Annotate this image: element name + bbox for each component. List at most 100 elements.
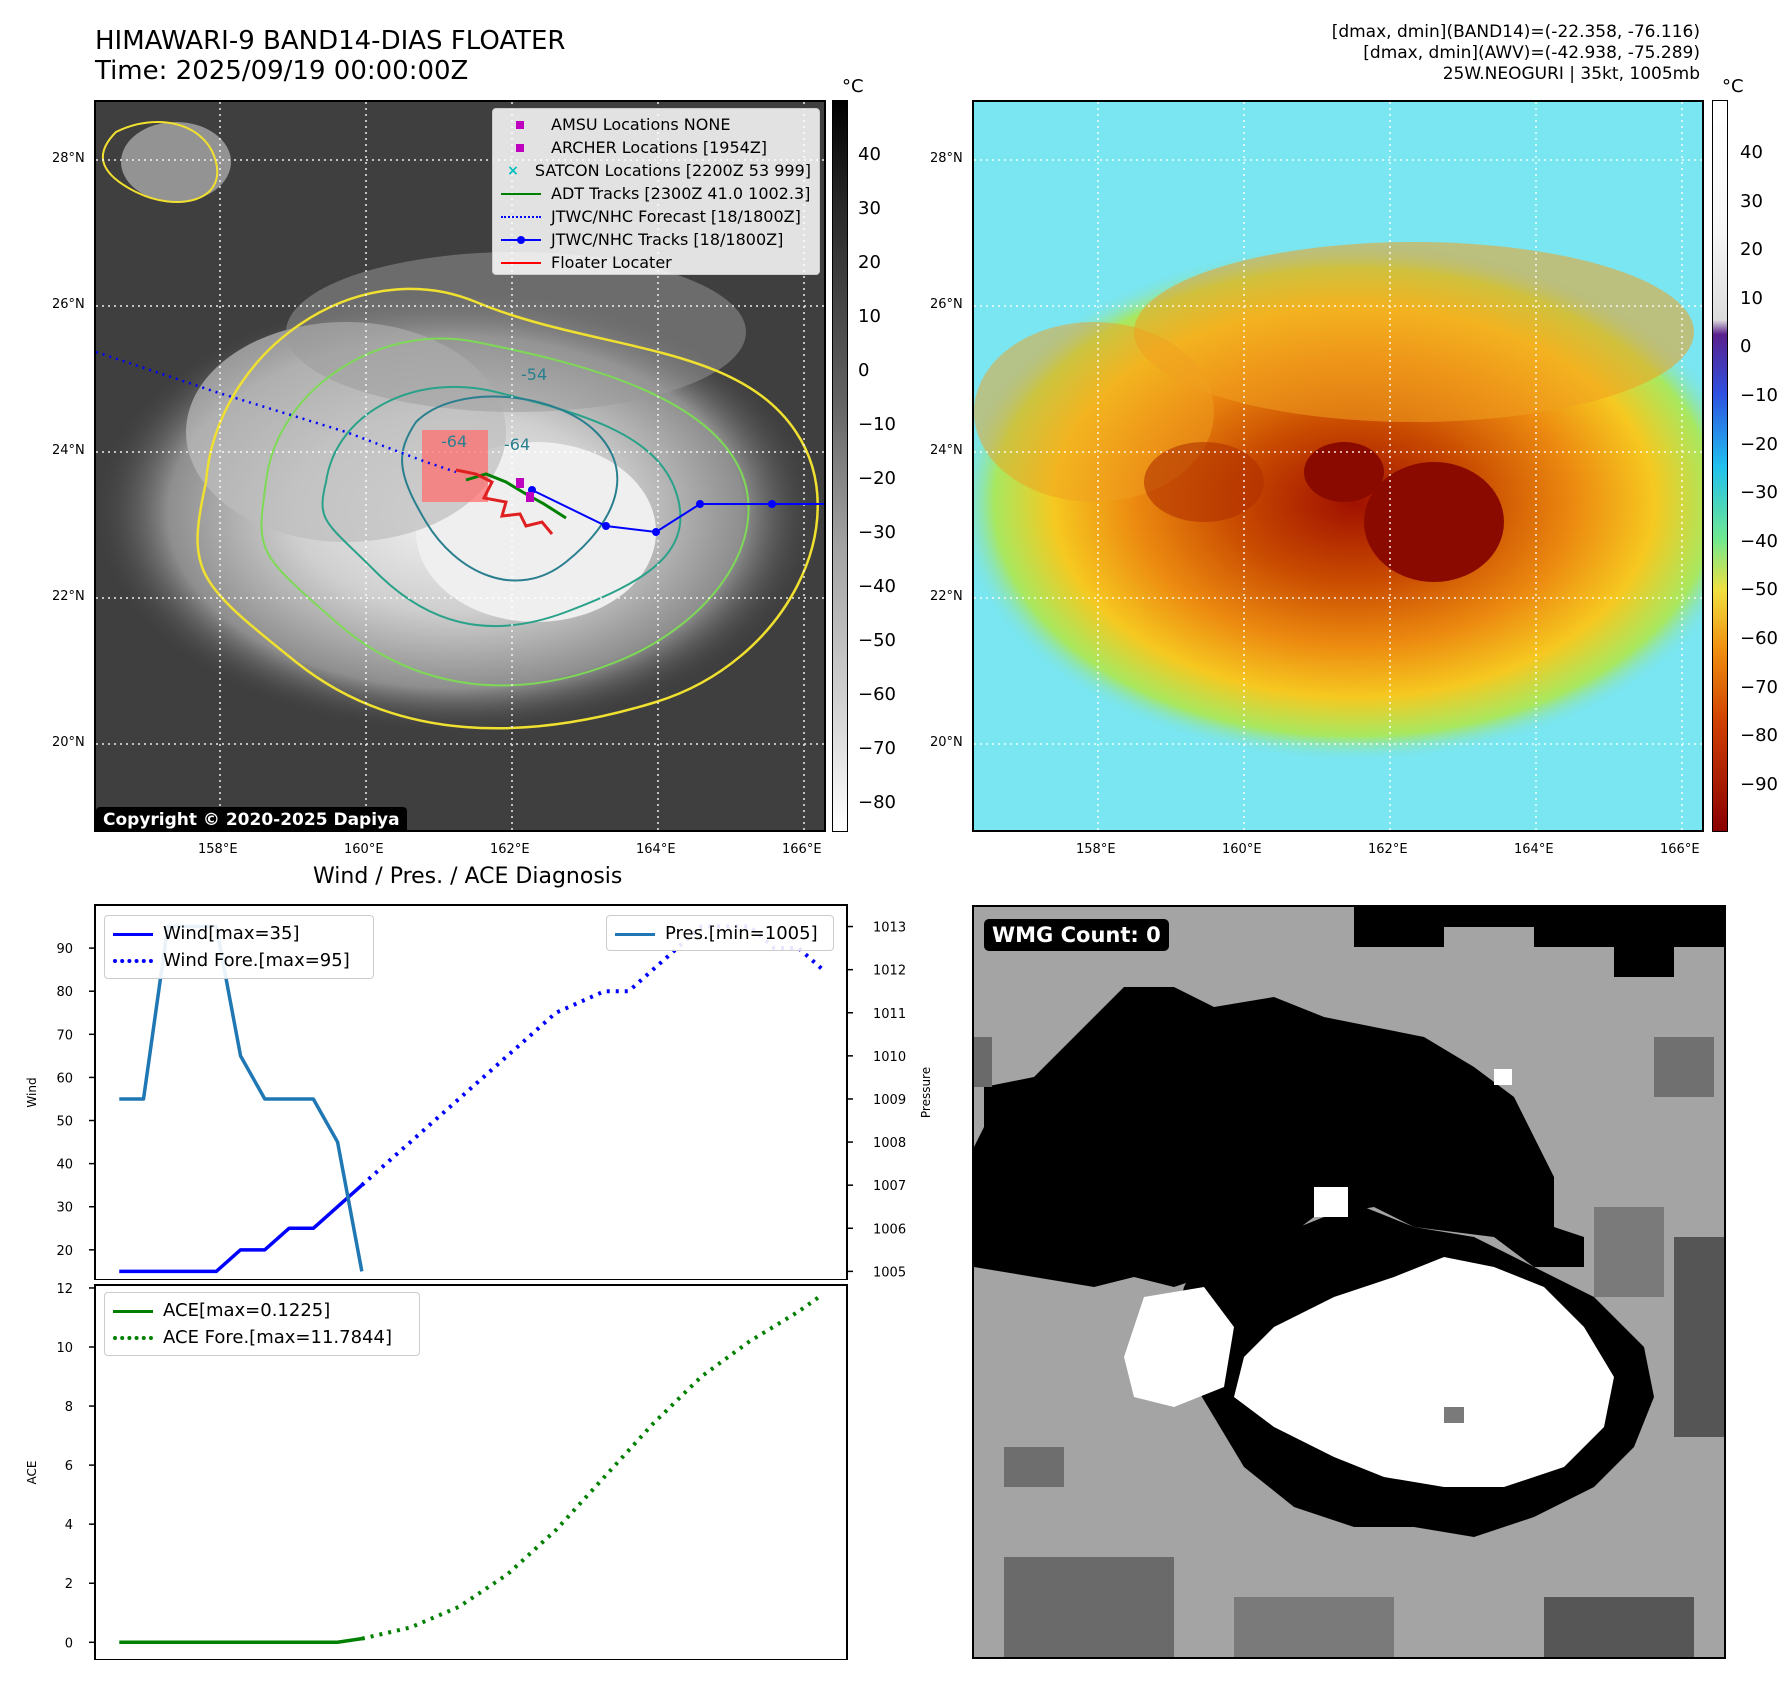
colorbar-tick-label: 30 (1740, 190, 1763, 212)
legend-item: ADT Tracks [2300Z 41.0 1002.3] (501, 182, 811, 205)
dotted-line-icon (113, 1331, 153, 1345)
legend-label: AMSU Locations NONE (551, 115, 731, 134)
colorbar-tick-label: −20 (1740, 433, 1778, 455)
diagnosis-title: Wind / Pres. / ACE Diagnosis (313, 864, 623, 889)
legend-label: ACE Fore.[max=11.7844] (163, 1327, 392, 1348)
series-line-0 (119, 1636, 363, 1645)
solid-line-icon (615, 927, 655, 941)
legend-item: AMSU Locations NONE (501, 113, 811, 136)
lon-label: 166°E (1660, 842, 1700, 857)
lat-label: 20°N (930, 735, 963, 750)
awv-map-imagery (974, 102, 1702, 830)
plot-frame (94, 1284, 848, 1660)
wmg-count-badge: WMG Count: 0 (984, 919, 1169, 951)
series-line-1 (360, 924, 825, 1187)
colorbar-unit: °C (842, 76, 864, 97)
y-tick-label: 50 (56, 1115, 73, 1130)
series-line-2 (119, 924, 364, 1272)
colorbar-tick-label: −10 (1740, 385, 1778, 406)
y2-tick-label: 1011 (873, 1007, 906, 1022)
legend-label: ARCHER Locations [1954Z] (551, 138, 768, 157)
legend-label: Wind[max=35] (163, 923, 300, 944)
ir-colorbar (832, 100, 848, 832)
wind-legend: Wind[max=35] Wind Fore.[max=95] (104, 915, 374, 979)
lon-label: 164°E (636, 842, 676, 857)
y-tick-label: 6 (65, 1459, 73, 1474)
legend-item: × SATCON Locations [2200Z 53 999] (501, 159, 811, 182)
x-marker-icon: × (507, 162, 519, 179)
colorbar-unit: °C (1722, 76, 1744, 97)
y-tick-label: 4 (65, 1518, 73, 1533)
lon-label: 158°E (198, 842, 238, 857)
lon-label: 166°E (782, 842, 822, 857)
colorbar-tick-label: −30 (1740, 482, 1778, 504)
awv-colorbar (1712, 100, 1728, 832)
map-legend: AMSU Locations NONE ARCHER Locations [19… (492, 108, 820, 275)
y2-tick-label: 1010 (873, 1050, 906, 1065)
copyright-badge: Copyright © 2020-2025 Dapiya (96, 807, 407, 830)
wmg-panel: WMG Count: 0 (972, 905, 1726, 1659)
y-tick-label: 0 (65, 1636, 73, 1651)
colorbar-tick-label: −20 (858, 468, 896, 489)
series-line-1 (361, 1292, 824, 1641)
square-marker-icon (501, 141, 541, 155)
plot-frame (94, 904, 848, 1280)
y-tick-label: 10 (56, 1341, 73, 1356)
colorbar-tick-label: 10 (1740, 287, 1763, 309)
colorbar-tick-label: 10 (858, 306, 881, 327)
y-tick-label: 90 (56, 942, 73, 957)
lat-label: 22°N (52, 589, 85, 604)
figure-title-line2: Time: 2025/09/19 00:00:00Z (95, 56, 469, 86)
jtwc-track-line (531, 489, 824, 534)
ir-map-panel: -54 -64 -64 AMSU Locations NONE ARCHER L… (94, 100, 826, 832)
solid-line-icon (113, 1304, 153, 1318)
pressure-legend: Pres.[min=1005] (606, 915, 834, 951)
colorbar-tick-label: −80 (1740, 725, 1778, 747)
y2-tick-label: 1005 (873, 1265, 906, 1280)
legend-item: JTWC/NHC Tracks [18/1800Z] (501, 228, 811, 251)
lon-label: 162°E (1368, 842, 1408, 857)
lat-label: 26°N (930, 297, 963, 312)
solid-line-icon (501, 187, 541, 201)
colorbar-tick-label: 40 (1740, 142, 1763, 163)
y2-tick-label: 1006 (873, 1222, 906, 1237)
colorbar-tick-label: 30 (858, 198, 881, 219)
lon-label: 160°E (344, 842, 384, 857)
colorbar-tick-label: 20 (1740, 239, 1763, 261)
colorbar-tick-label: −40 (1740, 530, 1778, 552)
series-line-0 (119, 1183, 364, 1274)
y-tick-label: 40 (56, 1158, 73, 1173)
y-tick-label: 12 (56, 1282, 73, 1297)
y2-tick-label: 1008 (873, 1136, 906, 1151)
colorbar-tick-label: 20 (858, 252, 881, 273)
y-tick-label: 30 (56, 1201, 73, 1216)
legend-item: Wind[max=35] (113, 920, 365, 947)
legend-item: JTWC/NHC Forecast [18/1800Z] (501, 205, 811, 228)
lon-label: 164°E (1514, 842, 1554, 857)
contour-label: -64 (441, 432, 467, 451)
lon-label: 158°E (1076, 842, 1116, 857)
colorbar-tick-label: −70 (1740, 676, 1778, 698)
contour-label: -54 (521, 365, 547, 384)
info-band14: [dmax, dmin](BAND14)=(-22.358, -76.116) (1331, 22, 1700, 42)
legend-label: Wind Fore.[max=95] (163, 950, 350, 971)
dotted-line-icon (501, 210, 541, 224)
contour-label: -64 (504, 435, 530, 454)
legend-item: ACE[max=0.1225] (113, 1297, 411, 1324)
legend-label: SATCON Locations [2200Z 53 999] (534, 161, 811, 180)
lat-label: 24°N (52, 443, 85, 458)
legend-label: Floater Locater (551, 253, 672, 272)
legend-label: JTWC/NHC Forecast [18/1800Z] (551, 207, 801, 226)
legend-label: JTWC/NHC Tracks [18/1800Z] (551, 230, 784, 249)
legend-item: ARCHER Locations [1954Z] (501, 136, 811, 159)
y2-tick-label: 1009 (873, 1093, 906, 1108)
lat-label: 28°N (52, 151, 85, 166)
legend-item: Floater Locater (501, 251, 811, 274)
lat-label: 28°N (930, 151, 963, 166)
y2-axis-label: Pressure (919, 1067, 933, 1118)
colorbar-tick-label: −40 (858, 576, 896, 597)
colorbar-tick-label: −50 (1740, 579, 1778, 601)
solid-line-icon (501, 256, 541, 270)
y-tick-label: 20 (56, 1244, 73, 1259)
colorbar-tick-label: 0 (858, 360, 870, 381)
